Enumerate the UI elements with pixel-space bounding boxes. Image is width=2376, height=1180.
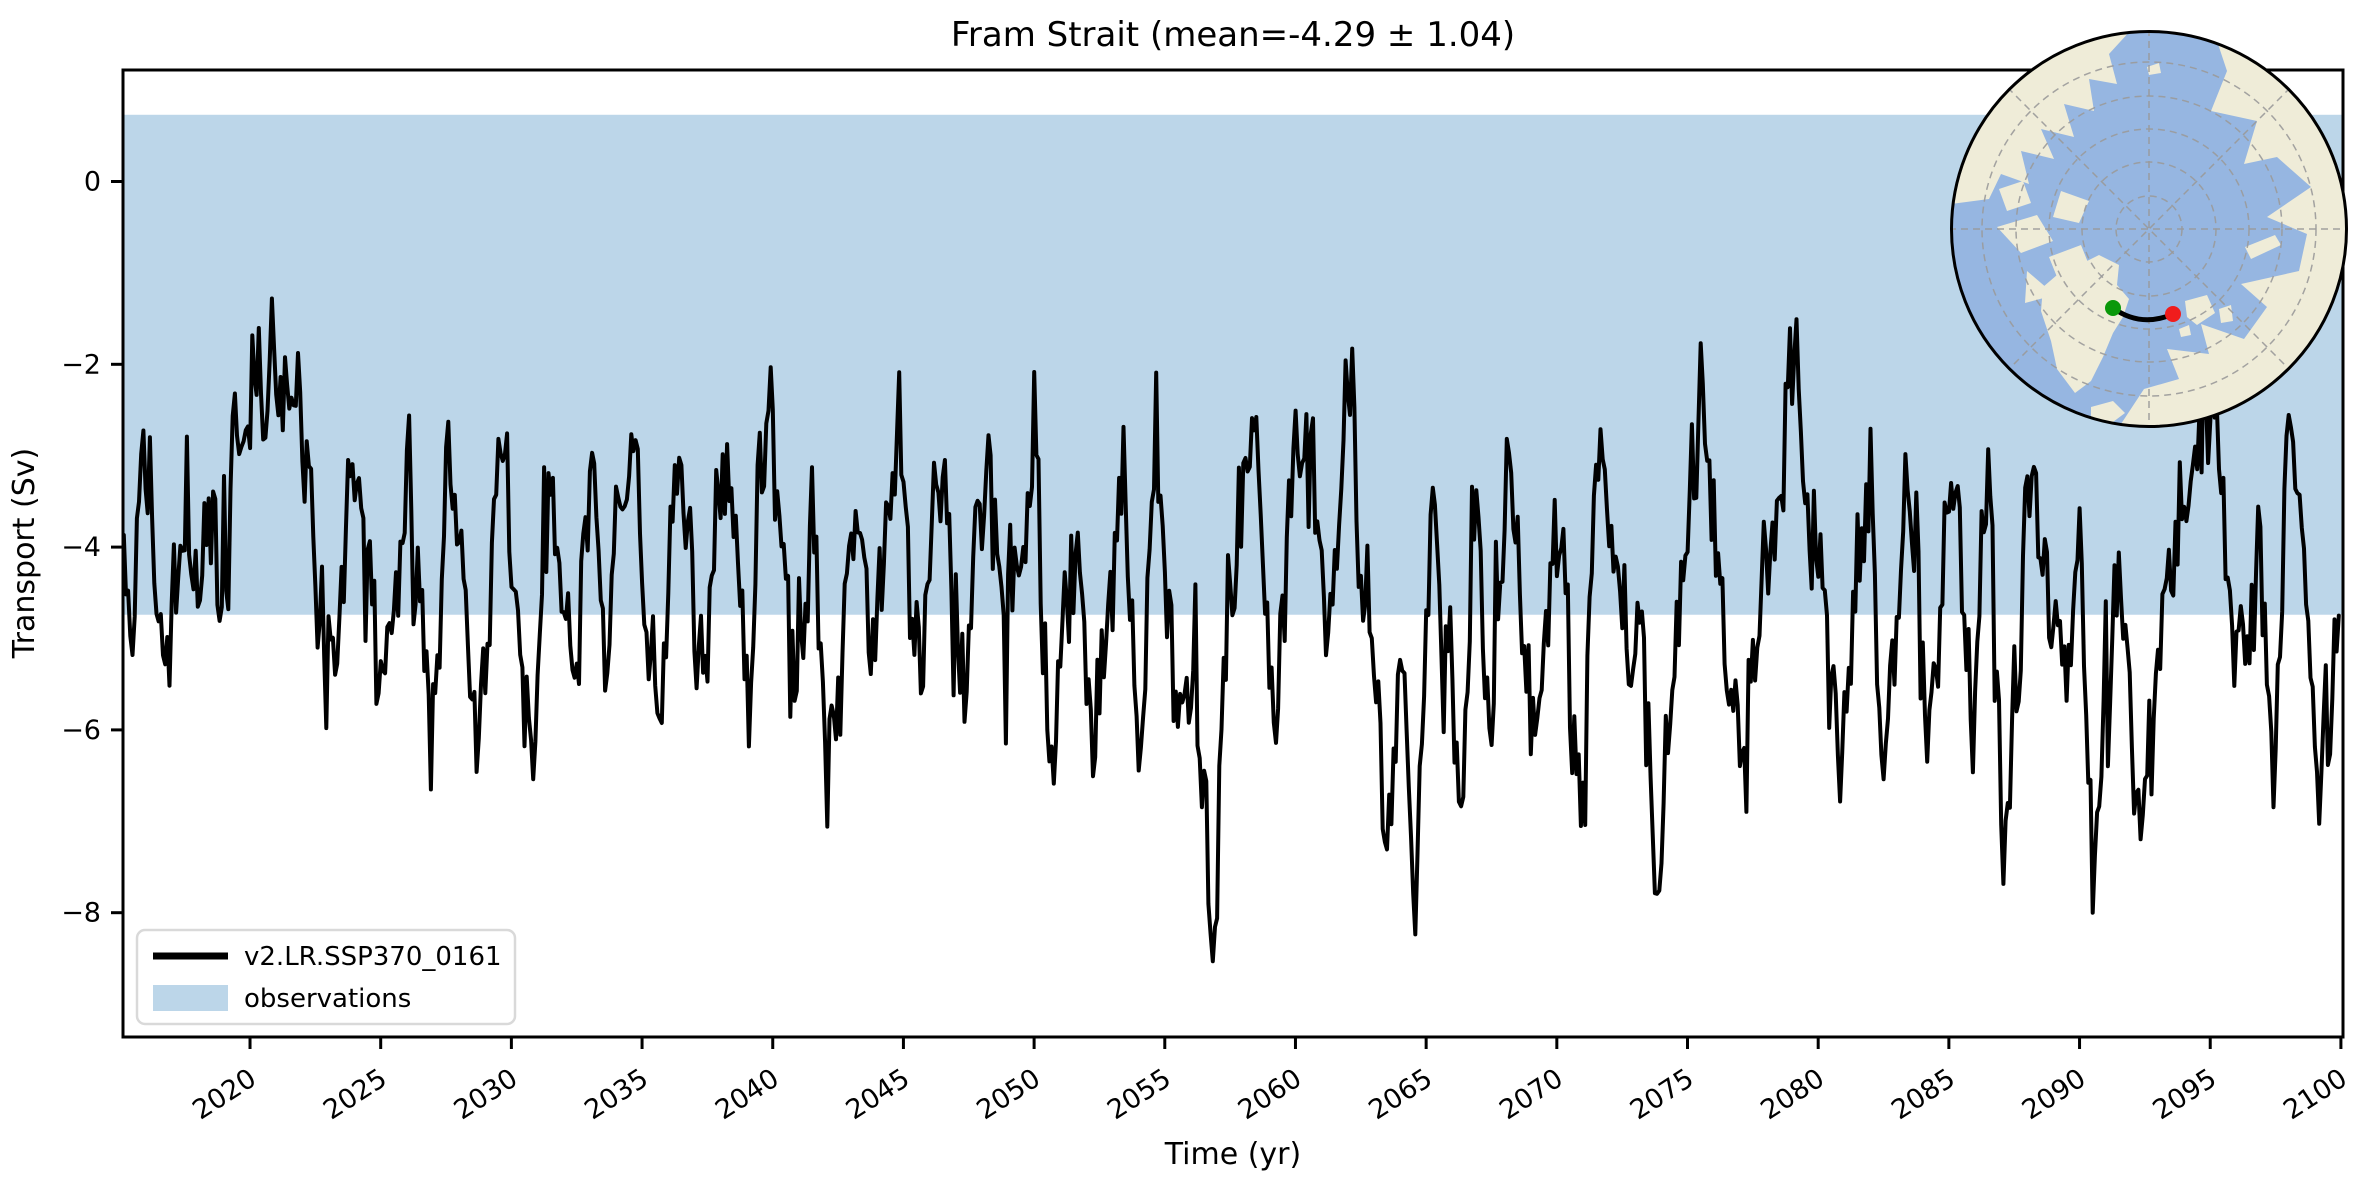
x-tick-label: 2080	[1755, 1063, 1830, 1126]
x-tick-label: 2055	[1102, 1063, 1177, 1126]
legend-label: observations	[244, 984, 411, 1014]
legend-patch-sample	[153, 985, 228, 1011]
x-tick-label: 2100	[2278, 1063, 2353, 1126]
x-tick-label: 2040	[710, 1063, 785, 1126]
y-tick-label: −2	[61, 349, 101, 380]
x-tick-label: 2060	[1233, 1063, 1308, 1126]
map-graticule	[1951, 31, 2347, 427]
y-tick-label: 0	[84, 167, 101, 198]
x-tick-label: 2035	[579, 1063, 654, 1126]
axes-frame	[121, 68, 2345, 1039]
x-tick-label: 2085	[1886, 1063, 1961, 1126]
x-tick-label: 2025	[318, 1063, 393, 1126]
x-axis-label: Time (yr)	[1164, 1137, 1301, 1172]
chart-title: Fram Strait (mean=-4.29 ± 1.04)	[951, 15, 1515, 55]
y-tick-label: −8	[61, 898, 101, 929]
x-tick-label: 2070	[1494, 1063, 1569, 1126]
y-axis-ticks: 0 −2 −4 −6 −8	[61, 167, 123, 929]
x-axis-ticks: 2020 2025 2030 2035 2040 2045 2050 2055 2060 2065…	[187, 1037, 2353, 1126]
legend-label: v2.LR.SSP370_0161	[244, 942, 502, 972]
arctic-inset-map	[1950, 30, 2348, 428]
x-tick-label: 2095	[2148, 1063, 2223, 1126]
y-axis-label: Transport (Sv)	[7, 448, 42, 660]
y-tick-label: −6	[61, 715, 101, 746]
transect-start-marker	[2105, 300, 2121, 316]
y-tick-label: −4	[61, 532, 101, 563]
x-tick-label: 2030	[449, 1063, 524, 1126]
legend: v2.LR.SSP370_0161 observations	[135, 928, 517, 1026]
x-tick-label: 2090	[2017, 1063, 2092, 1126]
x-tick-label: 2050	[971, 1063, 1046, 1126]
x-tick-label: 2020	[187, 1063, 262, 1126]
x-tick-label: 2075	[1625, 1063, 1700, 1126]
transport-line	[123, 296, 2341, 964]
map-border	[1950, 30, 2348, 428]
transect-end-marker	[2165, 306, 2181, 322]
x-tick-label: 2065	[1363, 1063, 1438, 1126]
x-tick-label: 2045	[841, 1063, 916, 1126]
